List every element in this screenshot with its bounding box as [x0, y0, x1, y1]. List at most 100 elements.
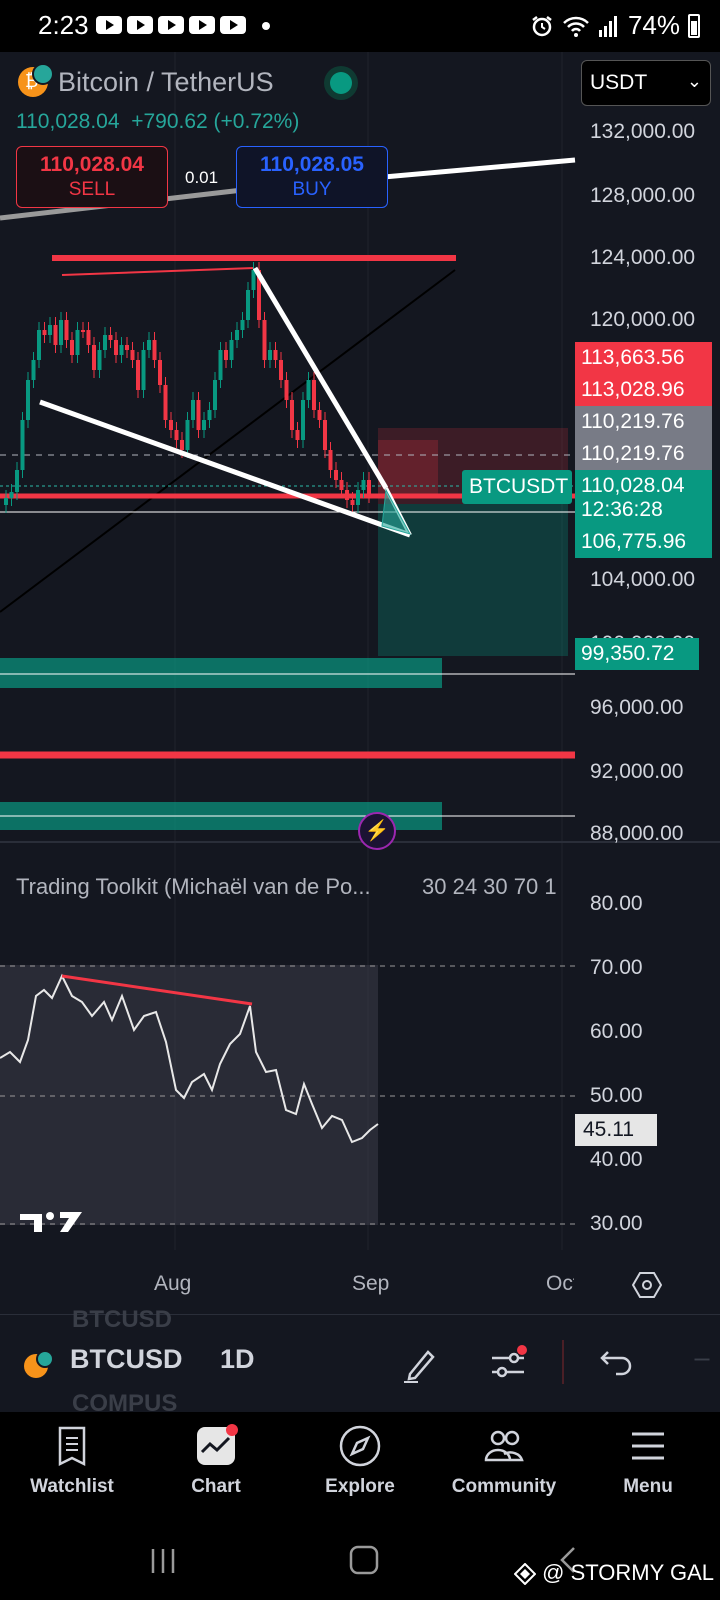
symbol-title: Bitcoin / TetherUS	[58, 66, 274, 97]
candle-body	[251, 270, 256, 290]
chart-toolbar	[0, 1314, 720, 1410]
bitcoin-icon	[24, 1350, 54, 1378]
time-axis-label: Sep	[352, 1272, 390, 1295]
undo-icon[interactable]	[596, 1344, 636, 1384]
market-open-indicator	[330, 72, 352, 94]
trendline-black[interactable]	[0, 269, 456, 613]
candle-body	[75, 330, 80, 355]
candle-body	[26, 380, 30, 420]
recent-apps-icon[interactable]	[148, 1546, 178, 1576]
candle-body	[70, 340, 74, 355]
currency-value: USDT	[590, 71, 648, 94]
candle-body	[152, 340, 157, 360]
candle-body	[213, 380, 217, 410]
candle-body	[224, 350, 228, 360]
price-axis-label: 96,000.00	[590, 696, 684, 719]
candle-body	[37, 330, 41, 360]
price-tag-gray[interactable]: 110,219.76	[575, 406, 712, 438]
home-icon[interactable]	[348, 1544, 380, 1576]
candle-body	[202, 420, 206, 430]
drawing-pencil-icon[interactable]	[400, 1344, 440, 1384]
interval-selector[interactable]: 1D	[220, 1344, 255, 1374]
price-tag-green[interactable]: 106,775.96	[575, 526, 712, 558]
menu-icon	[632, 1432, 664, 1460]
price-tag-red[interactable]: 113,028.96	[575, 374, 712, 406]
symbol-header[interactable]: Bitcoin / TetherUS	[18, 63, 274, 100]
last-price-tag[interactable]: 110,028.04 12:36:28	[575, 470, 712, 532]
currency-select[interactable]: USDT ⌄	[581, 60, 711, 106]
sell-button[interactable]: 110,028.04 SELL	[16, 146, 168, 208]
back-icon[interactable]	[556, 1544, 580, 1576]
indicator-settings-icon[interactable]	[488, 1344, 528, 1384]
candle-body	[97, 350, 102, 370]
status-bar: 2:23 74%	[0, 0, 720, 52]
nav-watchlist[interactable]: Watchlist	[2, 1424, 142, 1498]
indicator-axis-label: 60.00	[590, 1020, 643, 1043]
nav-explore[interactable]: Explore	[290, 1424, 430, 1498]
candle-body	[345, 490, 349, 500]
battery-icon	[688, 13, 700, 38]
candle-body	[356, 490, 360, 505]
candle-body	[240, 320, 245, 330]
price-axis-label: 128,000.00	[590, 184, 696, 207]
nav-community[interactable]: Community	[434, 1424, 574, 1498]
indicator-axis-label: 30.00	[590, 1212, 643, 1235]
support-zone-1[interactable]	[0, 658, 442, 688]
price-axis-label: 104,000.00	[590, 568, 696, 591]
candle-body	[301, 400, 305, 440]
lightning-icon[interactable]: ⚡	[358, 812, 396, 850]
compass-icon	[339, 1425, 381, 1467]
target-zone-box[interactable]	[378, 504, 568, 656]
candle-body	[59, 320, 63, 345]
sell-label: SELL	[68, 179, 116, 200]
candle-body	[323, 420, 327, 450]
nav-label: Watchlist	[30, 1476, 114, 1497]
price-tag-gray[interactable]: 110,219.76	[575, 438, 712, 470]
time-axis-label: Aug	[154, 1272, 192, 1295]
candle-body	[158, 360, 162, 385]
wedge-upper-line[interactable]	[252, 266, 389, 490]
candle-body	[42, 330, 47, 335]
indicator-title[interactable]: Trading Toolkit (Michaël van de Po...	[16, 874, 371, 899]
more-notifications-dot	[262, 22, 270, 30]
alarm-icon	[532, 15, 552, 36]
system-navigation-bar	[0, 1520, 720, 1600]
youtube-notification-icon	[158, 16, 184, 34]
wedge-lower-line[interactable]	[39, 399, 411, 538]
community-icon	[484, 1430, 524, 1462]
candle-body	[114, 340, 118, 355]
price-tag-green[interactable]: 99,350.72	[575, 638, 699, 670]
price-axis-label: 88,000.00	[590, 822, 684, 845]
symbol-line-label[interactable]: BTCUSDT	[462, 470, 572, 504]
rsi-line	[0, 973, 379, 1144]
battery-percent: 74%	[627, 10, 680, 40]
redo-icon[interactable]	[684, 1344, 714, 1384]
symbol-selector[interactable]: BTCUSD	[70, 1344, 183, 1374]
nav-chart[interactable]: Chart	[146, 1424, 286, 1498]
price-axis-label: 132,000.00	[590, 120, 696, 143]
candle-body	[196, 400, 201, 430]
watchlist-icon	[58, 1426, 86, 1467]
candle-body	[273, 350, 278, 360]
candle-body	[367, 480, 371, 495]
candle-body	[235, 330, 239, 340]
rsi-divergence-line[interactable]	[61, 974, 253, 1006]
notification-badge	[226, 1424, 238, 1436]
price-tag-red[interactable]: 113,663.56	[575, 342, 712, 374]
buy-button[interactable]: 110,028.05 BUY	[236, 146, 388, 208]
candle-body	[207, 410, 212, 420]
candle-body	[361, 480, 366, 490]
rsi-shaded-range	[0, 965, 378, 1225]
toolbar-divider	[562, 1340, 564, 1384]
diamond-logo-icon	[513, 1562, 537, 1586]
status-icons: 74%	[530, 10, 700, 41]
candle-body	[119, 345, 124, 355]
candle-body	[81, 330, 85, 332]
indicator-axis-label: 50.00	[590, 1084, 643, 1107]
nav-menu[interactable]: Menu	[578, 1424, 718, 1498]
price-axis-label: 120,000.00	[590, 308, 696, 331]
spread-value: 0.01	[185, 168, 219, 187]
chart-settings-icon[interactable]	[632, 1270, 662, 1300]
candle-body	[20, 420, 25, 470]
candlestick-series	[4, 262, 371, 513]
